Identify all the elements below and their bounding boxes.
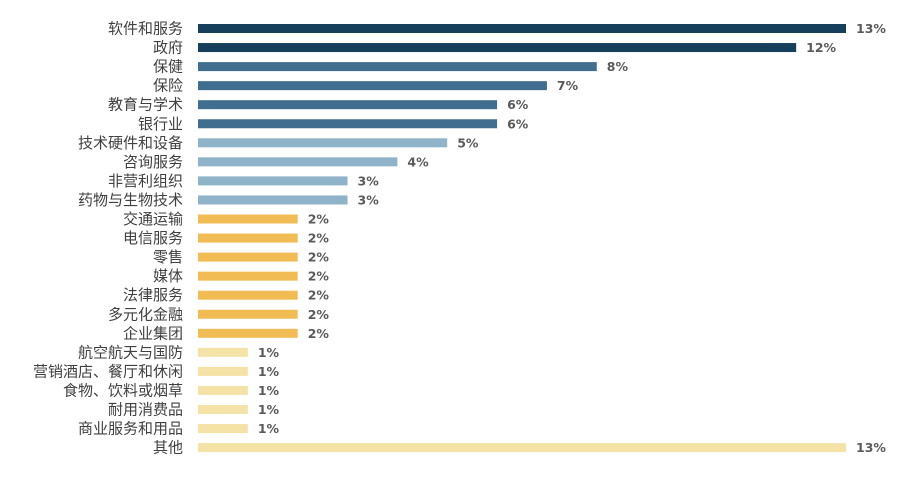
value-label: 2% [308, 250, 330, 265]
bar [198, 43, 797, 53]
category-label: 其他 [153, 439, 183, 457]
value-label: 8% [607, 59, 629, 74]
category-label: 交通运输 [123, 210, 183, 228]
category-label: 保险 [153, 77, 183, 95]
bars [198, 24, 846, 453]
value-label: 6% [507, 97, 529, 112]
value-label: 1% [258, 402, 280, 417]
bar [198, 119, 498, 129]
bar [198, 385, 248, 395]
category-label: 商业服务和用品 [78, 420, 183, 438]
bar [198, 100, 498, 110]
bar [198, 138, 448, 148]
bar [198, 424, 248, 434]
value-label: 7% [557, 78, 579, 93]
category-label: 政府 [153, 39, 183, 57]
value-label: 1% [258, 364, 280, 379]
category-label: 零售 [153, 248, 183, 266]
value-label: 2% [308, 231, 330, 246]
value-label: 1% [258, 421, 280, 436]
category-label: 咨询服务 [123, 153, 183, 171]
category-label: 电信服务 [123, 229, 183, 247]
bar [198, 233, 298, 243]
category-label: 多元化金融 [108, 305, 183, 323]
value-label: 6% [507, 116, 529, 131]
bar [198, 366, 248, 376]
bar [198, 328, 298, 338]
bar [198, 347, 248, 357]
bar [198, 309, 298, 319]
value-label: 12% [806, 40, 836, 55]
category-label: 法律服务 [123, 286, 183, 304]
category-label: 营销酒店、餐厅和休闲 [33, 362, 183, 380]
bar [198, 214, 298, 224]
value-label: 5% [457, 135, 479, 150]
category-label: 保健 [153, 58, 183, 76]
category-labels: 软件和服务政府保健保险教育与学术银行业技术硬件和设备咨询服务非营利组织药物与生物… [33, 20, 183, 457]
value-label: 2% [308, 307, 330, 322]
bar [198, 24, 846, 33]
bar [198, 271, 298, 281]
value-label: 3% [358, 173, 380, 188]
value-label: 4% [407, 154, 429, 169]
bar [198, 81, 547, 91]
value-label: 2% [308, 326, 330, 341]
value-label: 1% [258, 345, 280, 360]
category-label: 教育与学术 [108, 96, 183, 114]
category-label: 企业集团 [123, 324, 183, 342]
category-label: 银行业 [138, 115, 183, 133]
value-label: 3% [358, 192, 380, 207]
bar [198, 157, 398, 167]
value-label: 2% [308, 212, 330, 227]
bar [198, 443, 846, 453]
category-label: 航空航天与国防 [78, 343, 183, 361]
bar [198, 405, 248, 414]
bar [198, 62, 597, 72]
category-label: 耐用消费品 [108, 401, 183, 419]
value-label: 13% [856, 440, 886, 455]
value-label: 2% [308, 269, 330, 284]
bar [198, 252, 298, 262]
category-label: 药物与生物技术 [78, 191, 183, 209]
bar [198, 176, 348, 186]
category-label: 软件和服务 [108, 20, 183, 38]
value-labels: 13% 12% 8% 7% 6% 6% 5% 4% 3% 3% 2% 2% 2% 2% 2% 2% 2% 1% 1%… [258, 21, 887, 455]
value-label: 1% [258, 383, 280, 398]
category-label: 媒体 [153, 267, 183, 285]
bar [198, 195, 348, 205]
value-label: 2% [308, 288, 330, 303]
value-label: 13% [856, 21, 886, 36]
category-label: 食物、饮料或烟草 [63, 381, 183, 399]
category-label: 非营利组织 [108, 172, 183, 190]
bar [198, 290, 298, 300]
category-label: 技术硬件和设备 [78, 134, 183, 152]
